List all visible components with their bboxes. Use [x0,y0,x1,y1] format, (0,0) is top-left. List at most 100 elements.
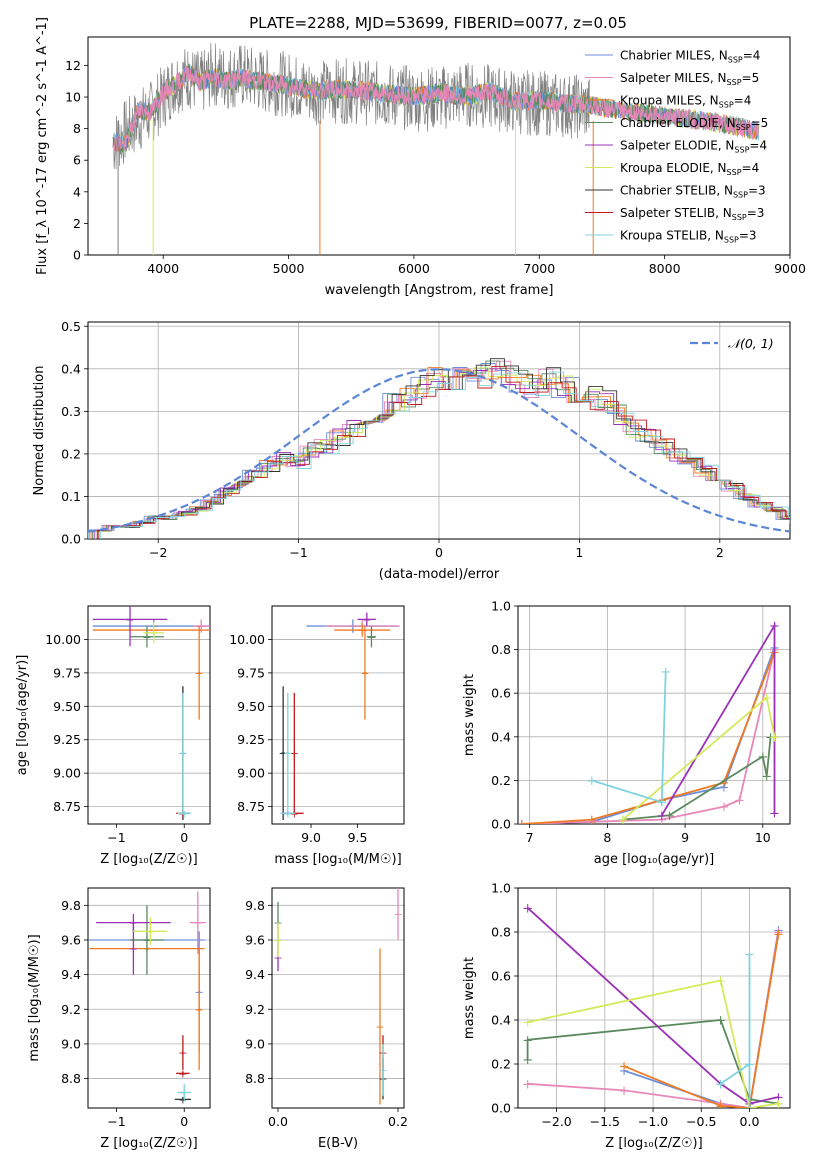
mass-weight-marker: + [715,1097,726,1112]
y-tick-label: 8.75 [237,799,265,814]
y-tick-label: 9.6 [245,932,265,947]
x-tick-label: 6000 [398,261,430,276]
mass-weight-marker: + [734,794,745,809]
histogram-series [92,360,790,539]
y-tick-label: 0.4 [491,1013,511,1028]
x-axis-label: mass [log₁₀(M/M☉)] [274,852,401,867]
y-tick-label: 9.25 [237,732,265,747]
x-axis-label: Z [log₁₀(Z/Z☉)] [100,1136,197,1151]
mass-weight-marker: + [769,619,780,634]
errorbar-marker: + [367,631,376,644]
mass-weight-marker: + [773,1091,784,1106]
legend-entry: Salpeter STELIB, NSSP=3 [620,206,764,222]
errorbar-marker: + [146,925,155,938]
x-axis-label: E(B-V) [318,1136,358,1151]
errorbar-marker: + [180,807,189,820]
mass-weight-marker: + [757,750,768,765]
x-tick-label: 9.5 [348,830,368,845]
mass-weight-marker: + [761,770,772,785]
mass-weight-marker: + [656,809,667,824]
axes-frame [87,605,211,825]
mass-weight-marker: + [516,818,527,833]
y-tick-label: 0 [73,248,81,263]
y-tick-label: 9.2 [245,1002,265,1017]
x-tick-label: 8 [603,830,611,845]
mass-weight-marker: + [619,1060,630,1075]
legend-entry: Chabrier ELODIE, NSSP=5 [620,116,768,132]
errorbar-marker: + [178,1047,187,1060]
x-tick-label: 7000 [523,261,555,276]
legend-entry: Kroupa MILES, NSSP=4 [620,94,751,110]
x-tick-label: 5000 [273,261,305,276]
mass-weight-marker: + [773,1097,784,1112]
x-tick-label: 1 [575,545,583,560]
errorbar-data: +++++++++++ [92,606,210,820]
x-tick-label: 7 [526,830,534,845]
mass-weight-line [521,649,776,824]
x-axis-label: Z [log₁₀(Z/Z☉)] [100,852,197,867]
mass-weight-marker: + [761,691,772,706]
mass-weight-line [661,622,776,816]
panel-residuals: −2 −1 0 1 2 0.0 0.1 0.2 0.3 0.4 0.5 (data-model)/er… [32,319,791,582]
x-tick-label: −1 [289,545,307,560]
x-tick-label: 9000 [774,261,806,276]
mass-weight-marker: + [522,1033,533,1048]
axes-frame [87,887,211,1109]
mass-weight-marker: + [660,665,671,680]
x-axis-label: age [log₁₀(age/yr)] [594,852,715,867]
axes-frame [271,605,405,825]
mass-weight-line [622,736,772,821]
mass-weight-marker: + [619,1064,630,1079]
mass-weight-marker: + [765,730,776,745]
y-tick-label: 10.00 [229,632,265,647]
y-tick-label: 0.5 [61,319,81,334]
mass-weight-line [623,934,780,1108]
errorbar-marker: + [393,908,402,921]
errorbar-marker: + [283,807,292,820]
errorbar-marker: + [129,943,138,956]
y-tick-label: 0.0 [61,532,81,547]
errorbar-marker: + [360,667,369,680]
mass-weight-marker: + [617,813,628,828]
errorbar-marker: + [362,613,371,626]
histogram-series [89,360,790,539]
x-tick-label: −1.0 [638,1114,668,1129]
mass-weight-marker: + [619,1084,630,1099]
errorbar-marker: + [273,934,282,947]
legend-entry: Chabrier STELIB, NSSP=3 [620,184,766,200]
errorbar-marker: + [195,1003,204,1016]
panel-massweight_vs_age: 7 8 9 10 0.0 0.2 0.4 0.6 0.8 1.0 age [log₁₀(age/yr… [462,599,791,867]
mass-weight-marker: + [769,807,780,822]
mass-weight-marker: + [715,974,726,989]
figure-title: PLATE=2288, MJD=53699, FIBERID=0077, z=0… [249,14,627,32]
y-tick-label: 9.75 [237,665,265,680]
errorbar-marker: + [180,1086,189,1099]
x-tick-label: 4000 [147,261,179,276]
y-tick-label: 12 [65,58,81,73]
y-tick-label: 9.2 [61,1002,81,1017]
y-tick-label: 1.0 [491,881,511,896]
y-axis-label: mass [log₁₀(M/M☉)] [27,934,42,1061]
errorbar-marker: + [283,747,292,760]
errorbar-marker: + [178,1093,187,1106]
y-tick-label: 10 [65,90,81,105]
x-axis-label: wavelength [Angstrom, rest frame] [325,283,554,298]
mass-weight-data: + +++++ + ++ +++ +++++ ++++++++++++++ [516,619,780,833]
x-tick-label: −1.5 [590,1114,620,1129]
mass-weight-marker: + [715,1014,726,1029]
mass-weight-marker: + [744,1058,755,1073]
mass-weight-marker: + [715,1077,726,1092]
y-tick-label: 0.6 [491,969,511,984]
errorbar-marker: + [358,624,367,637]
legend-entry: 𝒩(0, 1) [728,336,774,351]
errorbar-marker: + [149,627,158,640]
y-tick-label: 9.50 [237,699,265,714]
errorbar-marker: + [125,613,134,626]
mass-weight-marker: + [715,1097,726,1112]
y-axis-label: Normed distribution [32,366,47,496]
y-tick-label: 9.4 [61,967,81,982]
y-tick-label: 0.2 [491,1057,511,1072]
x-axis-label: (data-model)/error [379,567,500,582]
x-tick-label: −1 [107,1114,125,1129]
